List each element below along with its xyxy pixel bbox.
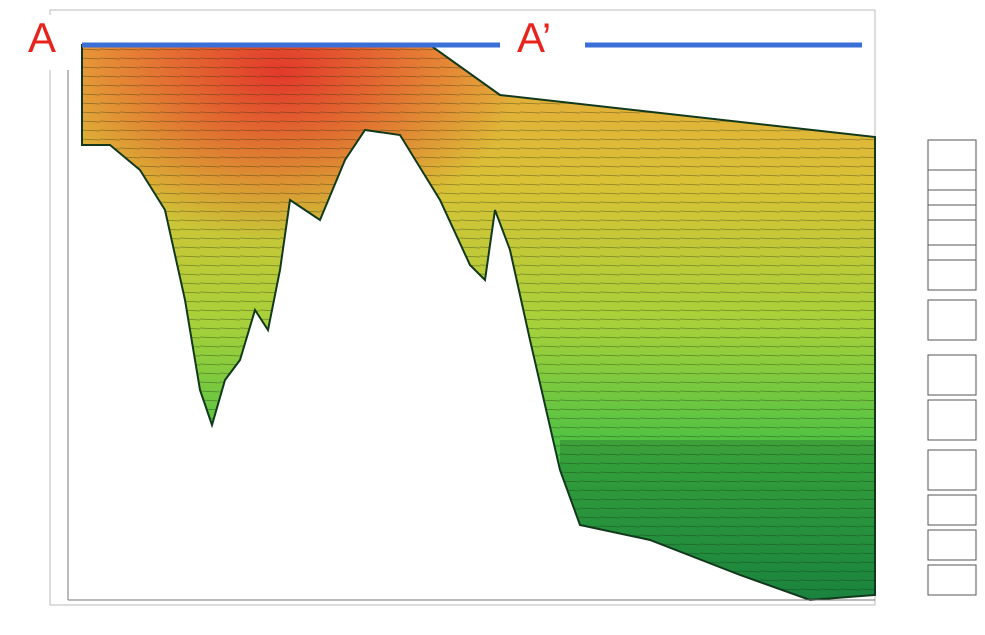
section (82, 45, 875, 600)
legend-column (927, 139, 977, 596)
section-outline (81, 44, 876, 602)
section-end-label: A’ (517, 14, 551, 61)
section-start-label: A (28, 14, 56, 61)
label-bg (15, 15, 80, 70)
label-bg (500, 15, 585, 70)
